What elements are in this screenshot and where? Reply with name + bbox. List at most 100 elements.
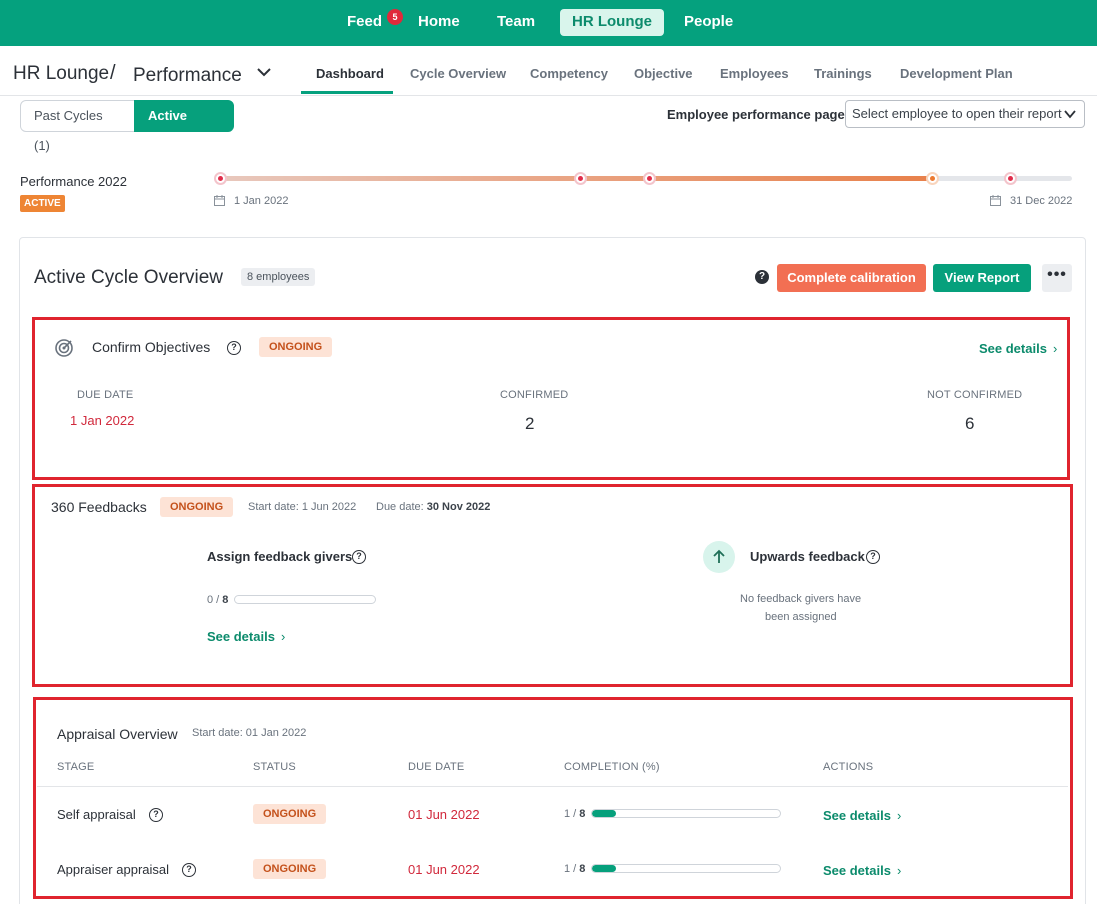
tab-employees[interactable]: Employees bbox=[720, 66, 789, 81]
assign-progress-bar bbox=[234, 595, 376, 604]
appraisal-title: Appraisal Overview bbox=[57, 726, 178, 742]
help-icon[interactable]: ? bbox=[182, 863, 196, 877]
column-header: STAGE bbox=[57, 761, 95, 773]
timeline-current-marker[interactable] bbox=[926, 172, 939, 185]
objectives-see-details-link[interactable]: See details › bbox=[979, 341, 1057, 356]
help-icon[interactable]: ? bbox=[149, 808, 163, 822]
timeline-milestone[interactable] bbox=[574, 172, 587, 185]
highlight-box bbox=[32, 484, 1073, 687]
cycle-end-date: 31 Dec 2022 bbox=[1010, 195, 1073, 207]
progress-fill bbox=[592, 865, 616, 872]
tab-trainings[interactable]: Trainings bbox=[814, 66, 872, 81]
tab-cycle-overview[interactable]: Cycle Overview bbox=[410, 66, 507, 81]
completion-text: 1 / 8 bbox=[564, 808, 586, 820]
employee-page-label: Employee performance page bbox=[667, 107, 845, 122]
stage-due-date: 01 Jun 2022 bbox=[408, 807, 480, 822]
due-date-value: 30 Nov 2022 bbox=[426, 501, 491, 513]
due-date-label: Due date: bbox=[376, 501, 424, 513]
status-badge: ONGOING bbox=[253, 804, 327, 824]
completion-progress-bar bbox=[591, 864, 781, 873]
upwards-empty-line1: No feedback givers have bbox=[740, 593, 862, 605]
assign-total-count: 8 bbox=[222, 594, 229, 606]
assign-done-count: 0 bbox=[207, 594, 214, 606]
timeline-milestone[interactable] bbox=[643, 172, 656, 185]
assign-feedback-givers-title: Assign feedback givers bbox=[207, 549, 353, 564]
feedbacks-title: 360 Feedbacks bbox=[51, 499, 147, 515]
feedbacks-see-details-link[interactable]: See details › bbox=[207, 629, 285, 644]
nav-team[interactable]: Team bbox=[497, 13, 536, 30]
objectives-due-date: 1 Jan 2022 bbox=[70, 413, 135, 428]
highlight-box bbox=[33, 697, 1073, 899]
upwards-feedback-title: Upwards feedback bbox=[750, 549, 865, 564]
more-options-button[interactable]: ••• bbox=[1042, 264, 1072, 292]
status-badge: ONGOING bbox=[160, 497, 234, 517]
top-nav: Feed 5 Home Team HR Lounge People bbox=[0, 0, 1097, 46]
status-badge: ONGOING bbox=[253, 859, 327, 879]
status-badge: ONGOING bbox=[259, 337, 333, 357]
employee-count-badge: 8 employees bbox=[241, 268, 316, 286]
target-icon bbox=[55, 339, 73, 357]
cycle-status-badge: ACTIVE bbox=[20, 195, 65, 212]
nav-feed[interactable]: Feed bbox=[347, 13, 383, 30]
help-icon[interactable]: ? bbox=[352, 550, 366, 564]
completion-total: 8 bbox=[579, 863, 586, 875]
nav-hr-lounge[interactable]: HR Lounge bbox=[560, 9, 664, 36]
appraiser-appraisal-see-details-link[interactable]: See details › bbox=[823, 863, 901, 878]
complete-calibration-button[interactable]: Complete calibration bbox=[777, 264, 926, 292]
tab-dashboard[interactable]: Dashboard bbox=[316, 66, 384, 81]
see-details-label: See details bbox=[823, 808, 891, 823]
completion-done: 1 bbox=[564, 808, 571, 820]
tab-development-plan[interactable]: Development Plan bbox=[900, 66, 1013, 81]
nav-people[interactable]: People bbox=[684, 13, 734, 30]
column-header: STATUS bbox=[253, 761, 296, 773]
help-icon[interactable]: ? bbox=[227, 341, 241, 355]
feedbacks-due-date: Due date: 30 Nov 2022 bbox=[376, 501, 490, 513]
chevron-down-icon[interactable] bbox=[256, 65, 272, 79]
help-icon[interactable]: ? bbox=[755, 270, 769, 284]
tab-objective[interactable]: Objective bbox=[634, 66, 693, 81]
not-confirmed-label: NOT CONFIRMED bbox=[927, 389, 1023, 401]
highlight-box bbox=[32, 317, 1070, 480]
tab-competency[interactable]: Competency bbox=[530, 66, 609, 81]
self-appraisal-see-details-link[interactable]: See details › bbox=[823, 808, 901, 823]
active-tab-indicator bbox=[301, 91, 393, 94]
chevron-right-icon: › bbox=[280, 629, 286, 644]
feedbacks-start-date: Start date: 1 Jun 2022 bbox=[248, 501, 356, 513]
help-icon[interactable]: ? bbox=[866, 550, 880, 564]
nav-home[interactable]: Home bbox=[418, 13, 460, 30]
see-details-label: See details bbox=[823, 863, 891, 878]
active-cycle-overview-card bbox=[19, 237, 1086, 904]
timeline-milestone[interactable] bbox=[214, 172, 227, 185]
confirmed-label: CONFIRMED bbox=[500, 389, 569, 401]
chevron-right-icon: › bbox=[896, 863, 902, 878]
column-header: DUE DATE bbox=[408, 761, 465, 773]
calendar-icon bbox=[990, 195, 1001, 206]
calendar-icon bbox=[214, 195, 225, 206]
see-details-label: See details bbox=[979, 341, 1047, 356]
sub-header bbox=[0, 46, 1097, 96]
progress-fill bbox=[592, 810, 616, 817]
completion-progress-bar bbox=[591, 809, 781, 818]
arrow-up-icon bbox=[703, 541, 735, 573]
stage-name: Self appraisal bbox=[57, 807, 136, 822]
confirmed-count: 2 bbox=[525, 414, 535, 433]
breadcrumb-root[interactable]: HR Lounge bbox=[13, 63, 110, 84]
past-cycles-toggle[interactable]: Past Cycles (1) bbox=[20, 100, 135, 153]
stage-name: Appraiser appraisal bbox=[57, 862, 170, 877]
view-report-button[interactable]: View Report bbox=[933, 264, 1031, 292]
completion-done: 1 bbox=[564, 863, 571, 875]
column-header: COMPLETION (%) bbox=[564, 761, 660, 773]
start-date-label: Start date: bbox=[248, 501, 299, 513]
overview-title: Active Cycle Overview bbox=[34, 267, 223, 288]
cycle-name: Performance 2022 bbox=[20, 174, 127, 189]
breadcrumb-separator: / bbox=[110, 62, 116, 84]
start-date-value: 1 Jun 2022 bbox=[301, 501, 357, 513]
appraisal-start-date: Start date: 01 Jan 2022 bbox=[192, 727, 307, 739]
objectives-title: Confirm Objectives bbox=[92, 339, 211, 355]
active-cycle-toggle[interactable]: Active Cycle bbox=[134, 100, 234, 153]
completion-total: 8 bbox=[579, 808, 586, 820]
breadcrumb-current[interactable]: Performance bbox=[133, 65, 242, 86]
timeline-milestone[interactable] bbox=[1004, 172, 1017, 185]
completion-text: 1 / 8 bbox=[564, 863, 586, 875]
employee-select[interactable]: Select employee to open their report bbox=[845, 100, 1085, 128]
